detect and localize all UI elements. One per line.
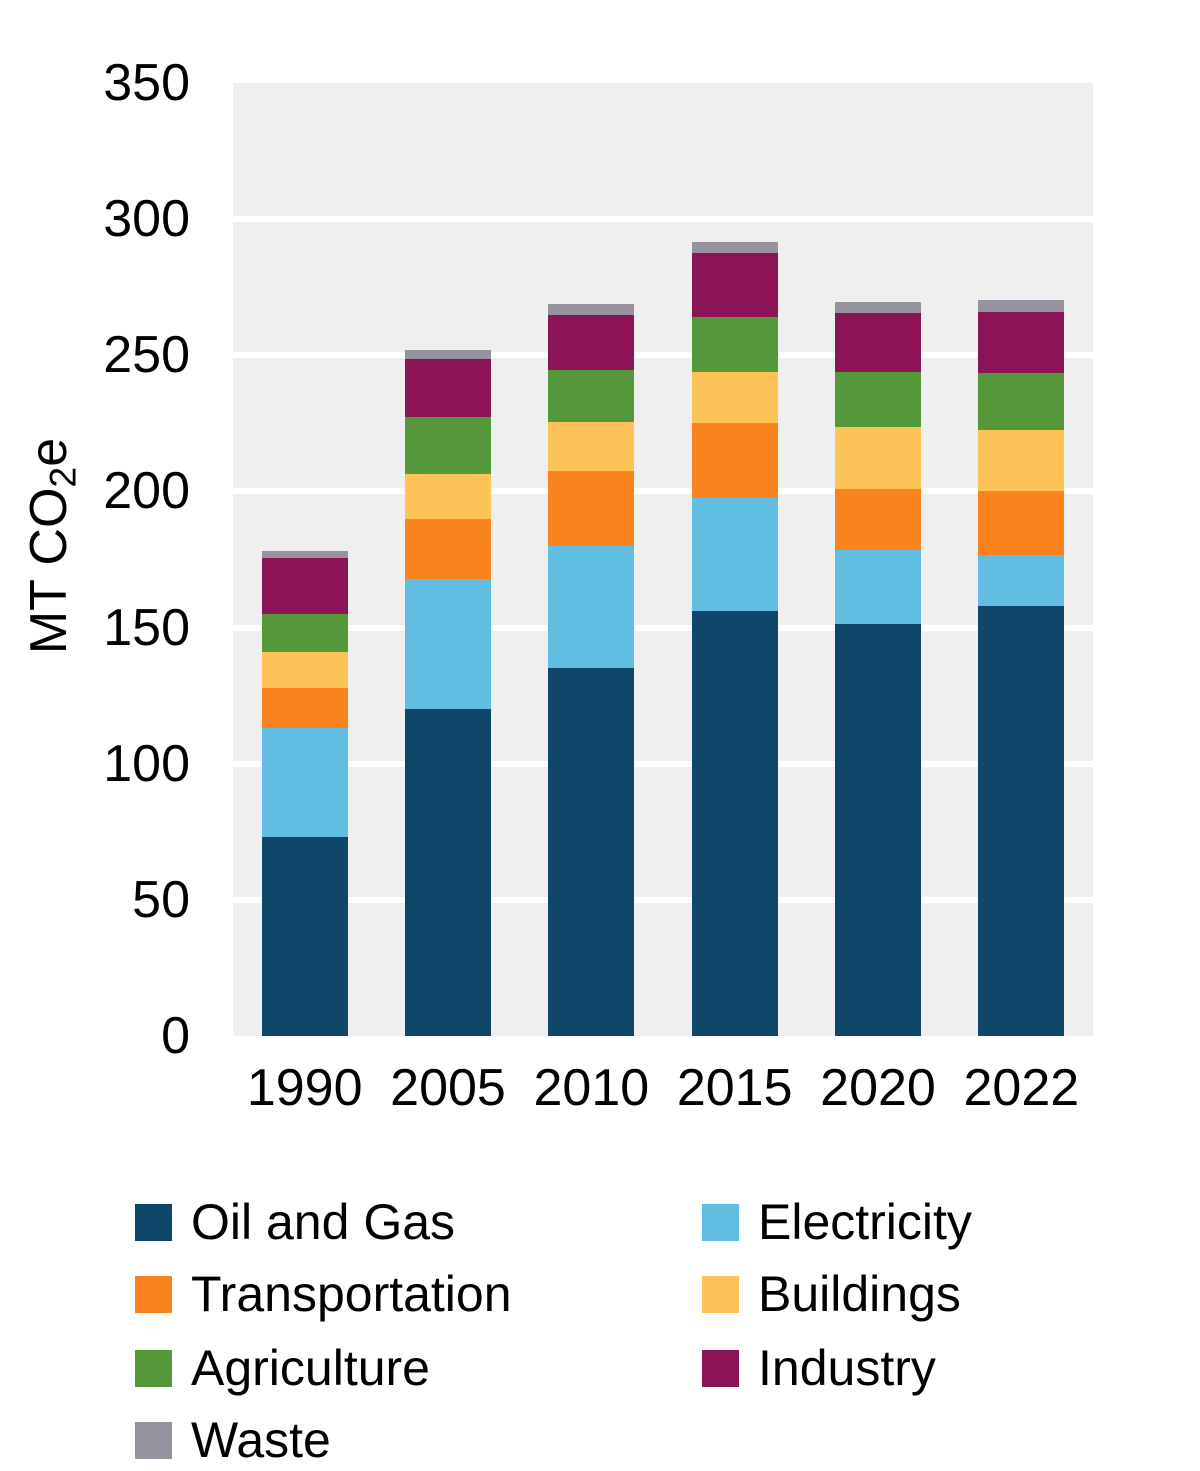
bar-2022-segment-oil-and-gas: [978, 605, 1065, 1036]
bar-2022-segment-electricity: [978, 555, 1065, 606]
legend-item-transportation: Transportation: [135, 1267, 512, 1321]
legend-label-electricity: Electricity: [758, 1194, 972, 1250]
x-tick-label-2010: 2010: [533, 1059, 650, 1117]
bar-2005-segment-oil-and-gas: [405, 709, 491, 1036]
legend-item-industry: Industry: [702, 1341, 936, 1395]
bar-2010-segment-industry: [548, 314, 635, 371]
bar-2005-segment-industry: [405, 359, 491, 417]
y-tick-label-200: 200: [103, 462, 190, 521]
legend-label-buildings: Buildings: [758, 1266, 961, 1322]
y-tick-label-300: 300: [103, 190, 190, 249]
legend-swatch-transportation: [135, 1275, 172, 1313]
bar-1990-segment-electricity: [261, 728, 348, 838]
bar-2015-segment-buildings: [691, 371, 778, 424]
legend-label-agriculture: Agriculture: [191, 1340, 430, 1396]
y-tick-label-350: 350: [103, 54, 190, 112]
legend-swatch-electricity: [702, 1203, 739, 1241]
bar-1990-segment-waste: [261, 551, 348, 559]
bar-1990-segment-industry: [261, 558, 348, 614]
bar-1990-segment-agriculture: [261, 614, 348, 653]
bar-2010-segment-agriculture: [548, 370, 635, 423]
legend-item-waste: Waste: [135, 1413, 331, 1467]
gridline-50: [233, 896, 1093, 903]
bar-1990-segment-oil-and-gas: [261, 837, 348, 1036]
bar-2015: [691, 242, 778, 1036]
bar-2010-segment-buildings: [548, 422, 635, 472]
bar-1990-segment-transportation: [261, 687, 348, 729]
legend-swatch-industry: [702, 1349, 739, 1387]
bar-2022-segment-industry: [978, 311, 1065, 374]
plot-area: [233, 83, 1093, 1036]
bar-2022-segment-buildings: [978, 430, 1065, 492]
legend-swatch-buildings: [702, 1275, 739, 1313]
y-axis-tick-labels: 0 50 100 150 200 250 300 350: [0, 55, 190, 1064]
bar-2020-segment-agriculture: [835, 371, 921, 428]
legend-item-buildings: Buildings: [702, 1267, 961, 1321]
bar-2020-segment-industry: [835, 313, 921, 372]
bar-2022: [978, 299, 1065, 1036]
x-tick-label-2015: 2015: [676, 1059, 793, 1117]
x-axis-tick-labels: 1990 2005 2010 2015 2020 2022: [233, 1058, 1093, 1128]
bar-2020-segment-waste: [835, 302, 921, 314]
bar-2015-segment-industry: [691, 253, 778, 318]
bar-2005: [405, 349, 491, 1036]
bar-2015-segment-waste: [691, 242, 778, 254]
legend-swatch-agriculture: [135, 1349, 172, 1387]
bar-2020: [835, 302, 921, 1036]
bar-2005-segment-electricity: [405, 578, 491, 710]
y-tick-label-0: 0: [161, 1007, 190, 1065]
legend-item-oil-and-gas: Oil and Gas: [135, 1195, 455, 1249]
y-tick-label-100: 100: [103, 734, 190, 793]
legend-swatch-oil-and-gas: [135, 1203, 172, 1241]
bar-2010-segment-waste: [548, 303, 635, 315]
bar-2015-segment-transportation: [691, 423, 778, 499]
bar-1990: [261, 551, 348, 1036]
y-tick-label-250: 250: [103, 326, 190, 385]
x-tick-label-2005: 2005: [390, 1059, 506, 1117]
gridline-250: [233, 352, 1093, 359]
bar-2015-segment-agriculture: [691, 317, 778, 372]
legend-label-waste: Waste: [191, 1412, 331, 1468]
legend-swatch-waste: [135, 1421, 172, 1459]
bar-1990-segment-buildings: [261, 652, 348, 688]
bar-2005-segment-transportation: [405, 518, 491, 579]
y-tick-label-50: 50: [132, 870, 190, 929]
bar-2015-segment-electricity: [691, 498, 778, 612]
x-tick-label-2022: 2022: [963, 1059, 1080, 1117]
legend-label-industry: Industry: [758, 1340, 936, 1396]
bar-2015-segment-oil-and-gas: [691, 611, 778, 1036]
bar-2020-segment-electricity: [835, 549, 921, 624]
bar-2005-segment-agriculture: [405, 416, 491, 474]
bar-2005-segment-waste: [405, 349, 491, 360]
bar-2010-segment-oil-and-gas: [548, 668, 635, 1036]
legend-label-transportation: Transportation: [191, 1266, 512, 1322]
gridline-150: [233, 624, 1093, 631]
legend-item-agriculture: Agriculture: [135, 1341, 430, 1395]
y-tick-label-150: 150: [103, 598, 190, 657]
legend-item-electricity: Electricity: [702, 1195, 972, 1249]
legend-label-oil-and-gas: Oil and Gas: [191, 1194, 456, 1250]
bar-2020-segment-buildings: [835, 427, 921, 489]
x-tick-label-2020: 2020: [820, 1059, 936, 1117]
bar-2010-segment-electricity: [548, 545, 635, 669]
gridline-200: [233, 488, 1093, 495]
bar-2022-segment-transportation: [978, 491, 1065, 556]
bar-2005-segment-buildings: [405, 473, 491, 519]
bar-2020-segment-transportation: [835, 488, 921, 550]
bar-2022-segment-waste: [978, 299, 1065, 312]
gridline-100: [233, 760, 1093, 767]
bar-2020-segment-oil-and-gas: [835, 623, 921, 1036]
x-tick-label-1990: 1990: [246, 1059, 363, 1117]
bar-2010: [548, 303, 635, 1036]
bar-2022-segment-agriculture: [978, 373, 1065, 431]
gridline-300: [233, 216, 1093, 223]
bar-2010-segment-transportation: [548, 471, 635, 546]
